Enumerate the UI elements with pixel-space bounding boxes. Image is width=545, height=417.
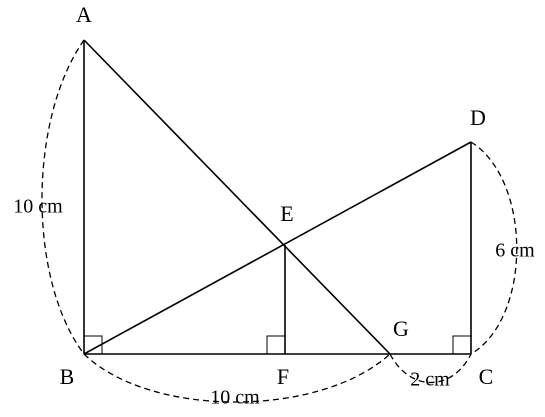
point-label: D <box>470 105 486 130</box>
point-label: G <box>393 316 409 341</box>
right-angle-f <box>266 335 286 355</box>
length-label: 10 cm <box>13 196 63 218</box>
arc-bg <box>83 353 391 403</box>
length-label: 10 cm <box>210 387 260 409</box>
measure-arcs <box>41 39 518 403</box>
point-label: E <box>280 201 293 226</box>
length-label: 6 cm <box>495 240 535 262</box>
arc-gc <box>389 353 472 384</box>
arc-ab <box>41 39 85 355</box>
right-angle-c <box>452 335 472 355</box>
segment-ag <box>83 39 391 355</box>
right-angles <box>83 335 472 355</box>
length-labels: 10 cm 6 cm 10 cm 2 cm <box>13 196 535 409</box>
point-label: C <box>479 364 494 389</box>
segment-bd <box>83 141 472 355</box>
point-label: F <box>277 364 289 389</box>
point-label: A <box>76 2 92 27</box>
length-label: 2 cm <box>410 369 450 391</box>
point-labels: A B C D E F G <box>60 2 494 389</box>
right-angle-b <box>83 335 103 355</box>
segments <box>83 39 472 355</box>
arc-dc <box>470 141 518 355</box>
point-label: B <box>60 364 75 389</box>
